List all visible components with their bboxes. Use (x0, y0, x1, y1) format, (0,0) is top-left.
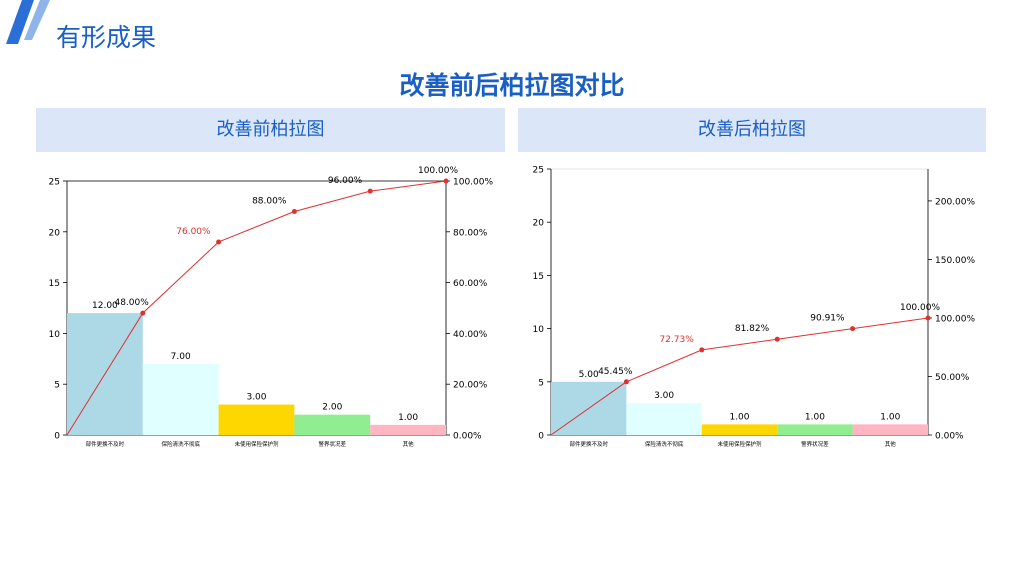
y2-tick-label: 60.00% (453, 279, 488, 289)
y-tick-label: 15 (49, 279, 60, 289)
y2-tick-label: 100.00% (453, 178, 493, 188)
y2-tick-label: 0.00% (453, 432, 482, 442)
y2-tick-label: 0.00% (935, 432, 964, 442)
cumulative-point (925, 315, 931, 321)
bar-value-label: 3.00 (654, 391, 674, 401)
y-tick-label: 5 (538, 378, 544, 388)
cumulative-point (443, 178, 449, 184)
bar-value-label: 2.00 (322, 403, 342, 413)
bar (218, 404, 295, 435)
bar (701, 424, 778, 435)
y-tick-label: 15 (533, 272, 544, 282)
cumulative-point (140, 310, 146, 316)
y2-tick-label: 100.00% (935, 314, 975, 324)
bar (294, 414, 371, 435)
cumulative-label: 72.73% (659, 335, 694, 345)
pareto-chart-before: 0 5 10 15 20 25 0.00% 20.00% 40.00% 60.00% 80.00% 1… (49, 166, 494, 448)
y-tick-label: 5 (54, 381, 60, 391)
cumulative-point (216, 239, 222, 245)
cumulative-label: 100.00% (418, 166, 458, 176)
y-tick-label: 0 (538, 432, 544, 442)
cumulative-label: 96.00% (328, 176, 363, 186)
corner-decoration (6, 0, 50, 44)
bar-value-label: 3.00 (246, 393, 266, 403)
cumulative-label: 90.91% (810, 314, 845, 324)
category-label: 部件更换不及时 (86, 440, 125, 448)
category-label: 部件更换不及时 (569, 440, 608, 448)
cumulative-label: 48.00% (114, 298, 149, 308)
y2-tick-label: 150.00% (935, 256, 975, 266)
category-label: 警界状况差 (319, 440, 347, 448)
comparison-title: 改善前后柏拉图对比 (399, 71, 625, 100)
bar-value-label: 1.00 (805, 412, 825, 422)
bar (626, 403, 702, 435)
y-tick-label: 10 (533, 325, 545, 335)
after-chart-header: 改善后柏拉图 (518, 108, 986, 152)
bar-value-label: 12.00 (92, 301, 118, 311)
y2-tick-label: 80.00% (453, 228, 488, 238)
bar-value-label: 1.00 (880, 412, 900, 422)
cumulative-point (850, 326, 856, 332)
cumulative-point (699, 347, 705, 353)
cumulative-label: 45.45% (598, 367, 633, 377)
bar-value-label: 5.00 (579, 370, 599, 380)
bar-value-label: 7.00 (171, 352, 191, 362)
bar (370, 424, 446, 435)
category-label: 未使用保险保护剂 (717, 440, 762, 448)
y-tick-label: 0 (54, 432, 60, 442)
cumulative-line (66, 180, 447, 436)
bar-value-label: 1.00 (729, 412, 749, 422)
y2-tick-label: 40.00% (453, 330, 488, 340)
y2-tick-label: 200.00% (935, 197, 975, 207)
category-label: 其他 (403, 440, 415, 448)
category-label: 保险清洗不彻底 (161, 440, 200, 448)
category-label: 其他 (885, 440, 897, 448)
cumulative-point (291, 208, 297, 214)
cumulative-point (367, 188, 373, 194)
y2-tick-label: 20.00% (453, 381, 488, 391)
cumulative-label: 88.00% (252, 196, 287, 206)
y-tick-label: 25 (49, 178, 60, 188)
y2-tick-label: 50.00% (935, 373, 970, 383)
cumulative-point (623, 379, 629, 385)
category-label: 保险清洗不彻底 (645, 440, 684, 448)
y-tick-label: 20 (49, 228, 61, 238)
pareto-chart-after: 0 5 10 15 20 25 0.00% 50.00% 100.00% 150.00% 200.0… (533, 166, 976, 449)
cumulative-line (550, 317, 929, 436)
cumulative-label: 81.82% (735, 324, 770, 334)
cumulative-point (774, 336, 780, 342)
y-tick-label: 10 (49, 330, 61, 340)
bar-value-label: 1.00 (398, 413, 418, 423)
cumulative-label: 76.00% (176, 227, 211, 237)
y-tick-label: 20 (533, 219, 545, 229)
before-chart-header: 改善前柏拉图 (36, 108, 505, 152)
bar (777, 424, 853, 435)
category-label: 未使用保险保护剂 (234, 440, 279, 448)
y-tick-label: 25 (533, 166, 544, 176)
bar (142, 363, 219, 435)
cumulative-label: 100.00% (900, 303, 940, 313)
bar (852, 424, 928, 435)
category-label: 警界状况差 (801, 440, 829, 448)
page-title: 有形成果 (56, 23, 157, 52)
